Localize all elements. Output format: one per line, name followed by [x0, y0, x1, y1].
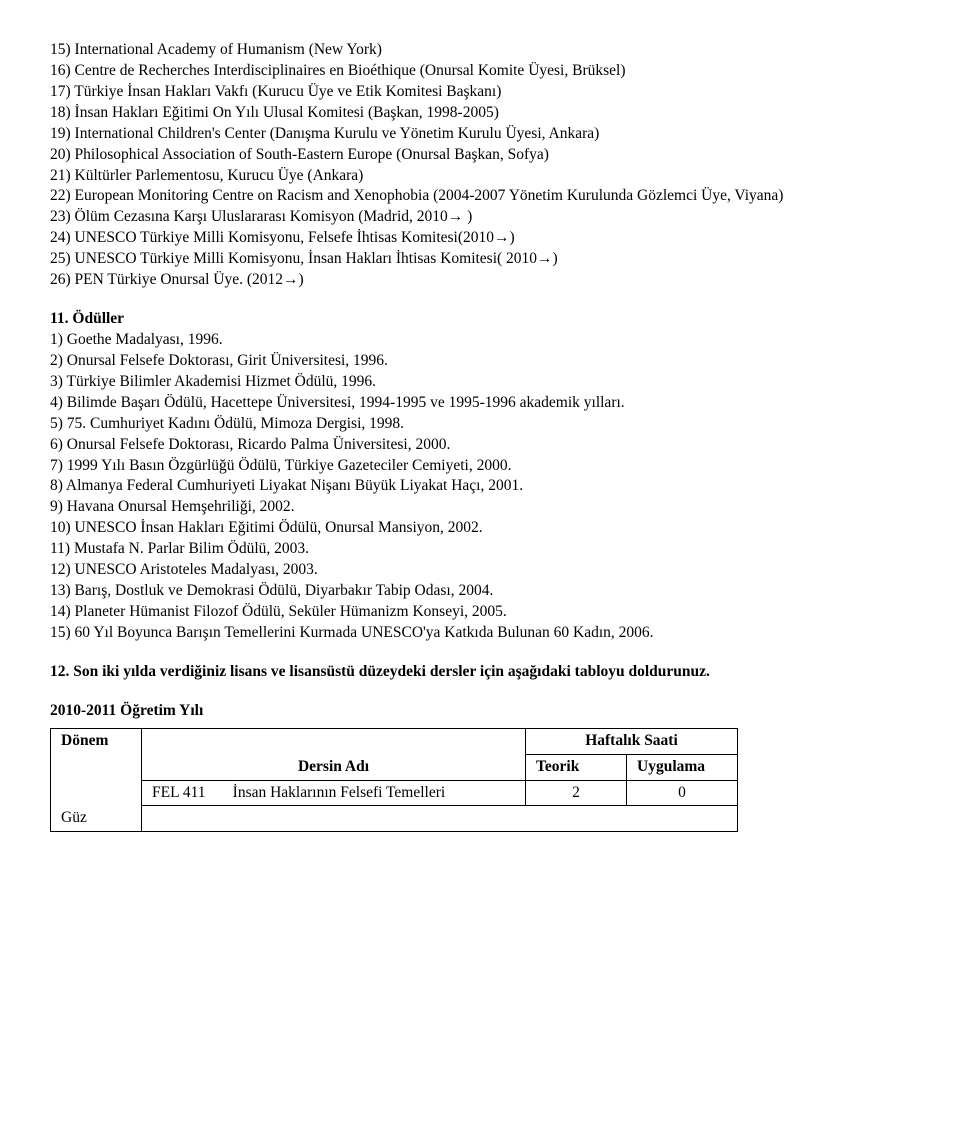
cell-uygulama: 0 [627, 780, 738, 806]
col-uygulama: Uygulama [627, 754, 738, 780]
section-12-heading: 12. Son iki yılda verdiğiniz lisans ve l… [50, 662, 910, 683]
course-code: FEL 411 [152, 784, 206, 801]
list-item: 20) Philosophical Association of South-E… [50, 145, 910, 166]
list-item: 7) 1999 Yılı Basın Özgürlüğü Ödülü, Türk… [50, 456, 910, 477]
list-item: 16) Centre de Recherches Interdisciplina… [50, 61, 910, 82]
cell-course: FEL 411 İnsan Haklarının Felsefi Temelle… [142, 780, 526, 806]
list-item: 6) Onursal Felsefe Doktorası, Ricardo Pa… [50, 435, 910, 456]
cell-empty [142, 806, 738, 831]
memberships-list: 15) International Academy of Humanism (N… [50, 40, 910, 291]
list-item: 4) Bilimde Başarı Ödülü, Hacettepe Ünive… [50, 393, 910, 414]
list-item: 26) PEN Türkiye Onursal Üye. (2012→) [50, 270, 910, 291]
list-item: 15) International Academy of Humanism (N… [50, 40, 910, 61]
year-heading: 2010-2011 Öğretim Yılı [50, 701, 910, 722]
awards-list: 1) Goethe Madalyası, 1996. 2) Onursal Fe… [50, 330, 910, 644]
list-item: 19) International Children's Center (Dan… [50, 124, 910, 145]
list-item: 25) UNESCO Türkiye Milli Komisyonu, İnsa… [50, 249, 910, 270]
awards-heading: 11. Ödüller [50, 309, 910, 330]
list-item: 18) İnsan Hakları Eğitimi On Yılı Ulusal… [50, 103, 910, 124]
list-item: 3) Türkiye Bilimler Akademisi Hizmet Ödü… [50, 372, 910, 393]
list-item: 13) Barış, Dostluk ve Demokrasi Ödülü, D… [50, 581, 910, 602]
cell-donem: Güz [51, 806, 142, 831]
list-item: 21) Kültürler Parlementosu, Kurucu Üye (… [50, 166, 910, 187]
list-item: 24) UNESCO Türkiye Milli Komisyonu, Fels… [50, 228, 910, 249]
list-item: 5) 75. Cumhuriyet Kadını Ödülü, Mimoza D… [50, 414, 910, 435]
list-item: 11) Mustafa N. Parlar Bilim Ödülü, 2003. [50, 539, 910, 560]
col-ders: Dersin Adı [142, 728, 526, 780]
list-item: 15) 60 Yıl Boyunca Barışın Temellerini K… [50, 623, 910, 644]
courses-table: Dönem Dersin Adı Haftalık Saati Teorik U… [50, 728, 738, 832]
cell-teorik: 2 [526, 780, 627, 806]
list-item: 14) Planeter Hümanist Filozof Ödülü, Sek… [50, 602, 910, 623]
course-title: İnsan Haklarının Felsefi Temelleri [233, 784, 446, 801]
list-item: 8) Almanya Federal Cumhuriyeti Liyakat N… [50, 476, 910, 497]
list-item: 1) Goethe Madalyası, 1996. [50, 330, 910, 351]
list-item: 10) UNESCO İnsan Hakları Eğitimi Ödülü, … [50, 518, 910, 539]
table-row: FEL 411 İnsan Haklarının Felsefi Temelle… [51, 780, 738, 806]
list-item: 17) Türkiye İnsan Hakları Vakfı (Kurucu … [50, 82, 910, 103]
list-item: 9) Havana Onursal Hemşehriliği, 2002. [50, 497, 910, 518]
table-row: Güz [51, 806, 738, 831]
cell-donem-blank [51, 780, 142, 806]
col-teorik: Teorik [526, 754, 627, 780]
list-item: 12) UNESCO Aristoteles Madalyası, 2003. [50, 560, 910, 581]
col-donem: Dönem [51, 728, 142, 780]
col-haftalik: Haftalık Saati [526, 728, 738, 754]
list-item: 22) European Monitoring Centre on Racism… [50, 186, 910, 207]
table-header-row: Dönem Dersin Adı Haftalık Saati [51, 728, 738, 754]
list-item: 23) Ölüm Cezasına Karşı Uluslararası Kom… [50, 207, 910, 228]
list-item: 2) Onursal Felsefe Doktorası, Girit Üniv… [50, 351, 910, 372]
